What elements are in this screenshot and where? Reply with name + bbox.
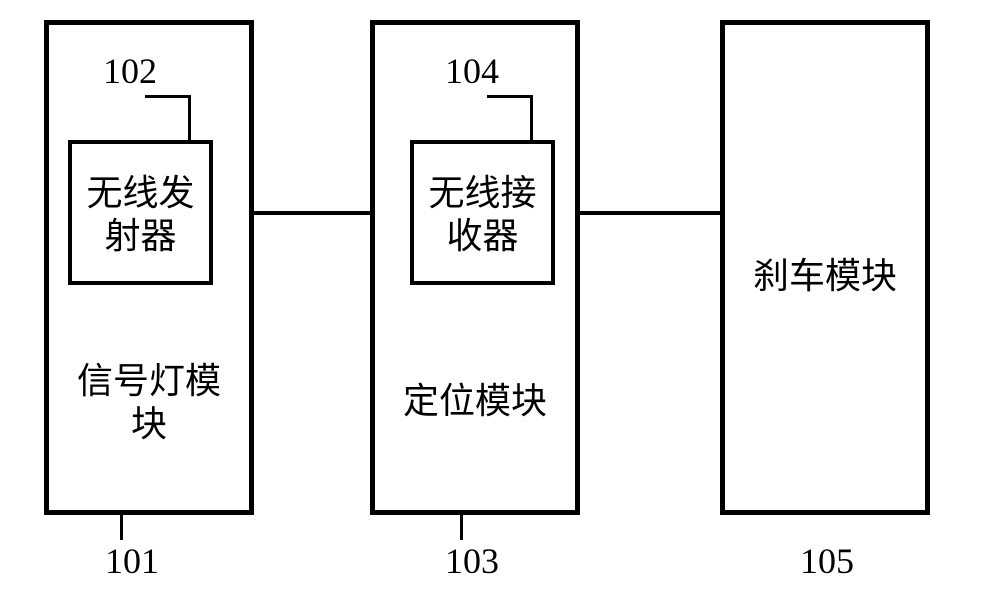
leader-104-v bbox=[530, 95, 533, 140]
wireless-receiver-box: 无线接 收器 bbox=[410, 140, 555, 285]
leader-103-v bbox=[460, 515, 463, 540]
positioning-module-label: 定位模块 bbox=[375, 380, 575, 423]
connector-signal-to-positioning bbox=[254, 211, 370, 215]
ref-101: 101 bbox=[105, 540, 159, 583]
leader-102-v bbox=[188, 95, 191, 140]
ref-102: 102 bbox=[103, 50, 157, 93]
ref-104: 104 bbox=[445, 50, 499, 93]
diagram-canvas: 信号灯模 块 无线发 射器 102 101 定位模块 无线接 收器 104 10… bbox=[0, 0, 1000, 593]
brake-module-label: 刹车模块 bbox=[725, 255, 925, 298]
signal-module-label: 信号灯模 块 bbox=[49, 360, 249, 446]
wireless-transmitter-label: 无线发 射器 bbox=[72, 172, 209, 258]
leader-104-h bbox=[487, 95, 532, 98]
leader-101-v bbox=[120, 515, 123, 540]
ref-105: 105 bbox=[800, 540, 854, 583]
leader-102-h bbox=[145, 95, 190, 98]
ref-103: 103 bbox=[445, 540, 499, 583]
connector-positioning-to-brake bbox=[580, 211, 720, 215]
wireless-transmitter-box: 无线发 射器 bbox=[68, 140, 213, 285]
wireless-receiver-label: 无线接 收器 bbox=[414, 172, 551, 258]
brake-module-box: 刹车模块 bbox=[720, 20, 930, 515]
